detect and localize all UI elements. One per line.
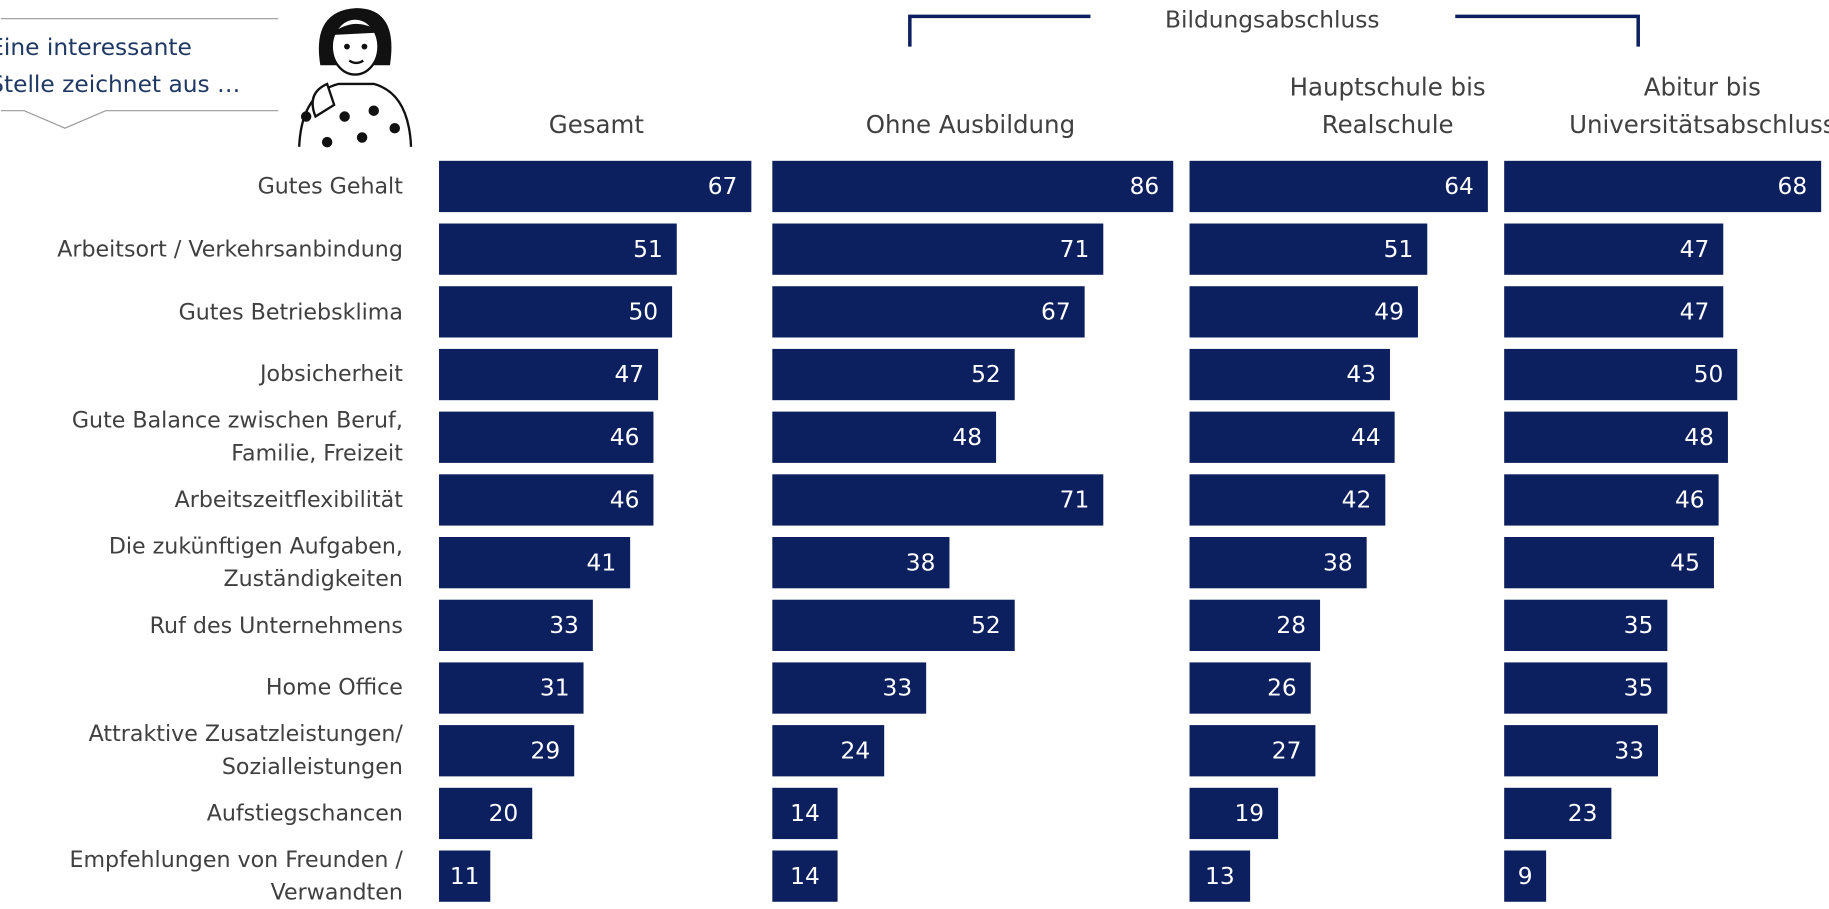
- value-label: 51: [633, 236, 663, 263]
- value-label: 47: [1680, 236, 1710, 263]
- value-label: 46: [1675, 487, 1705, 514]
- bar: [772, 286, 1084, 337]
- category-label-box: Empfehlungen von Freunden / Verwandten: [1, 845, 403, 908]
- value-label: 86: [1130, 173, 1160, 200]
- category-label: Gutes Betriebsklima: [1, 280, 403, 343]
- page: Eine interessante Stelle zeichnet aus … …: [0, 0, 1829, 909]
- value-label: 45: [1670, 549, 1700, 576]
- panel-title-box: Ohne Ausbildung: [772, 64, 1168, 143]
- value-label: 19: [1234, 800, 1264, 827]
- value-label: 52: [971, 612, 1001, 639]
- chart: Eine interessante Stelle zeichnet aus … …: [0, 0, 1829, 909]
- category-label-box: Arbeitsort / Verkehrsanbindung: [1, 218, 403, 281]
- value-label: 33: [549, 612, 579, 639]
- category-label-box: Home Office: [1, 657, 403, 720]
- value-label: 35: [1624, 675, 1654, 702]
- panel-title: Gesamt: [439, 64, 754, 143]
- value-label: 41: [587, 549, 617, 576]
- panel-title: Abitur bis Universitätsabschluss: [1533, 64, 1829, 143]
- category-label: Arbeitsort / Verkehrsanbindung: [1, 218, 403, 281]
- value-label: 71: [1060, 487, 1090, 514]
- category-label-box: Jobsicherheit: [1, 343, 403, 406]
- callout-pointer: [1, 111, 278, 128]
- bar: [772, 474, 1103, 525]
- panel-title-box: Abitur bis Universitätsabschluss: [1533, 64, 1829, 143]
- value-label: 46: [610, 424, 640, 451]
- category-label-box: Gute Balance zwischen Beruf, Familie, Fr…: [1, 406, 403, 469]
- category-label: Jobsicherheit: [1, 343, 403, 406]
- value-label: 71: [1060, 236, 1090, 263]
- value-label: 38: [1323, 549, 1353, 576]
- category-label-box: Attraktive Zusatzleistungen/ Sozialleist…: [1, 719, 403, 782]
- value-label: 43: [1346, 361, 1376, 388]
- bracket-right: [1455, 16, 1638, 46]
- category-label: Gute Balance zwischen Beruf, Familie, Fr…: [1, 406, 403, 469]
- value-label: 23: [1568, 800, 1598, 827]
- callout-text: Eine interessante Stelle zeichnet aus …: [0, 28, 281, 103]
- value-label: 51: [1384, 236, 1414, 263]
- category-label: Gutes Gehalt: [1, 155, 403, 218]
- value-label: 47: [1680, 299, 1710, 326]
- value-label: 28: [1276, 612, 1306, 639]
- category-label: Attraktive Zusatzleistungen/ Sozialleist…: [1, 719, 403, 782]
- bracket-left: [910, 16, 1091, 46]
- value-label: 38: [906, 549, 936, 576]
- value-label: 24: [841, 737, 871, 764]
- panel-title: Hauptschule bis Realschule: [1236, 64, 1539, 143]
- value-label: 67: [708, 173, 738, 200]
- bar: [439, 161, 751, 212]
- value-label: 68: [1778, 173, 1808, 200]
- value-label: 31: [540, 675, 570, 702]
- value-label: 35: [1624, 612, 1654, 639]
- value-label: 50: [628, 299, 658, 326]
- panel-title-box: Hauptschule bis Realschule: [1236, 64, 1539, 143]
- bar: [1190, 161, 1488, 212]
- value-label: 42: [1342, 487, 1372, 514]
- category-label-box: Gutes Betriebsklima: [1, 280, 403, 343]
- value-label: 47: [614, 361, 644, 388]
- category-label-box: Aufstiegschancen: [1, 782, 403, 845]
- category-label-box: Die zukünftigen Aufgaben, Zuständigkeite…: [1, 531, 403, 594]
- value-label: 48: [952, 424, 982, 451]
- panel-title: Ohne Ausbildung: [772, 64, 1168, 143]
- category-label: Aufstiegschancen: [1, 782, 403, 845]
- value-label: 20: [489, 800, 519, 827]
- category-label: Empfehlungen von Freunden / Verwandten: [1, 845, 403, 908]
- value-label: 67: [1041, 299, 1071, 326]
- bar: [772, 224, 1103, 275]
- bar: [1504, 161, 1821, 212]
- panel-title-box: Gesamt: [439, 64, 754, 143]
- category-label: Arbeitszeitflexibilität: [1, 468, 403, 531]
- bar: [772, 161, 1173, 212]
- value-label: 46: [610, 487, 640, 514]
- value-label: 52: [971, 361, 1001, 388]
- category-label: Ruf des Unternehmens: [1, 594, 403, 657]
- value-label: 11: [450, 863, 480, 890]
- value-label: 26: [1267, 675, 1297, 702]
- category-label: Die zukünftigen Aufgaben, Zuständigkeite…: [1, 531, 403, 594]
- group-label: Bildungsabschluss: [1165, 6, 1379, 33]
- value-label: 50: [1694, 361, 1724, 388]
- value-label: 14: [790, 800, 820, 827]
- person-icon: [299, 9, 411, 147]
- value-label: 48: [1684, 424, 1714, 451]
- value-label: 27: [1272, 737, 1302, 764]
- value-label: 33: [1614, 737, 1644, 764]
- category-label-box: Ruf des Unternehmens: [1, 594, 403, 657]
- value-label: 14: [790, 863, 820, 890]
- value-label: 9: [1518, 863, 1533, 890]
- category-label: Home Office: [1, 657, 403, 720]
- category-label-box: Arbeitszeitflexibilität: [1, 468, 403, 531]
- callout-box: Eine interessante Stelle zeichnet aus …: [0, 28, 281, 110]
- value-label: 33: [883, 675, 913, 702]
- value-label: 44: [1351, 424, 1381, 451]
- category-label-box: Gutes Gehalt: [1, 155, 403, 218]
- value-label: 64: [1444, 173, 1474, 200]
- value-label: 49: [1374, 299, 1404, 326]
- value-label: 13: [1205, 863, 1235, 890]
- value-label: 29: [531, 737, 561, 764]
